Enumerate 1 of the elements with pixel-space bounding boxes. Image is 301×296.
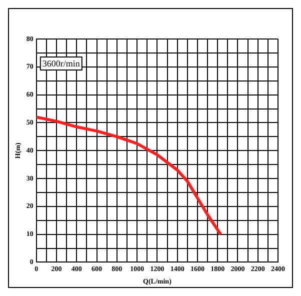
annotation: 3600r/min — [42, 58, 80, 68]
